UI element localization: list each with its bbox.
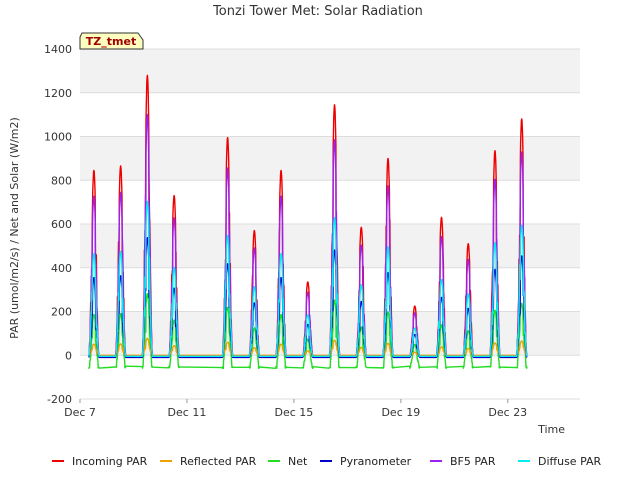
legend-item: BF5 PAR (430, 455, 496, 468)
legend-item: Reflected PAR (160, 455, 257, 468)
series-line-diffuse-par (88, 200, 528, 357)
legend-label: Pyranometer (340, 455, 412, 468)
legend-item: Diffuse PAR (518, 455, 602, 468)
x-axis-ticks: Dec 7 Dec 11 Dec 15 Dec 19 Dec 23 (64, 399, 527, 419)
y-tick-label: 400 (51, 262, 72, 275)
plot-band (80, 224, 580, 268)
x-tick-label: Dec 7 (64, 406, 96, 419)
gridlines (80, 48, 580, 400)
plot-band (80, 267, 580, 312)
y-tick-label: 800 (51, 174, 72, 187)
y-tick-label: 0 (65, 349, 72, 362)
chart-title: Tonzi Tower Met: Solar Radiation (212, 4, 423, 19)
x-tick-label: Dec 23 (488, 406, 527, 419)
legend-item: Incoming PAR (52, 455, 148, 468)
y-tick-label: 600 (51, 218, 72, 231)
plot-band (80, 92, 580, 137)
series-layer (87, 74, 528, 369)
legend-item: Net (268, 455, 308, 468)
y-axis-ticks: -200 0 200 400 600 800 1000 1200 1400 (44, 43, 72, 406)
x-tick-label: Dec 11 (168, 406, 207, 419)
tz-tag: TZ_tmet (79, 32, 144, 50)
x-tick-label: Dec 15 (275, 406, 314, 419)
legend: Incoming PAR Reflected PAR Net Pyranometer B… (52, 455, 602, 468)
tag-box (79, 32, 144, 50)
legend-label: Net (288, 455, 308, 468)
legend-label: Diffuse PAR (538, 455, 602, 468)
series-line-net (88, 292, 528, 369)
y-tick-label: 1000 (44, 131, 72, 144)
plot-band (80, 180, 580, 224)
series-line-reflected-par (88, 337, 528, 356)
legend-label: Reflected PAR (180, 455, 257, 468)
y-tick-label: 200 (51, 306, 72, 319)
y-tick-label: 1200 (44, 87, 72, 100)
legend-item: Pyranometer (320, 455, 412, 468)
plot-band (80, 49, 580, 93)
plot-band (80, 136, 580, 181)
x-tick-label: Dec 19 (381, 406, 420, 419)
legend-label: Incoming PAR (72, 455, 148, 468)
y-axis-label: PAR (umol/m2/s) / Net and Solar (W/m2) (8, 117, 21, 339)
tag-label: TZ_tmet (86, 35, 136, 48)
x-axis-label: Time (537, 423, 565, 436)
y-tick-label: -200 (47, 393, 72, 406)
legend-label: BF5 PAR (450, 455, 496, 468)
y-tick-label: 1400 (44, 43, 72, 56)
